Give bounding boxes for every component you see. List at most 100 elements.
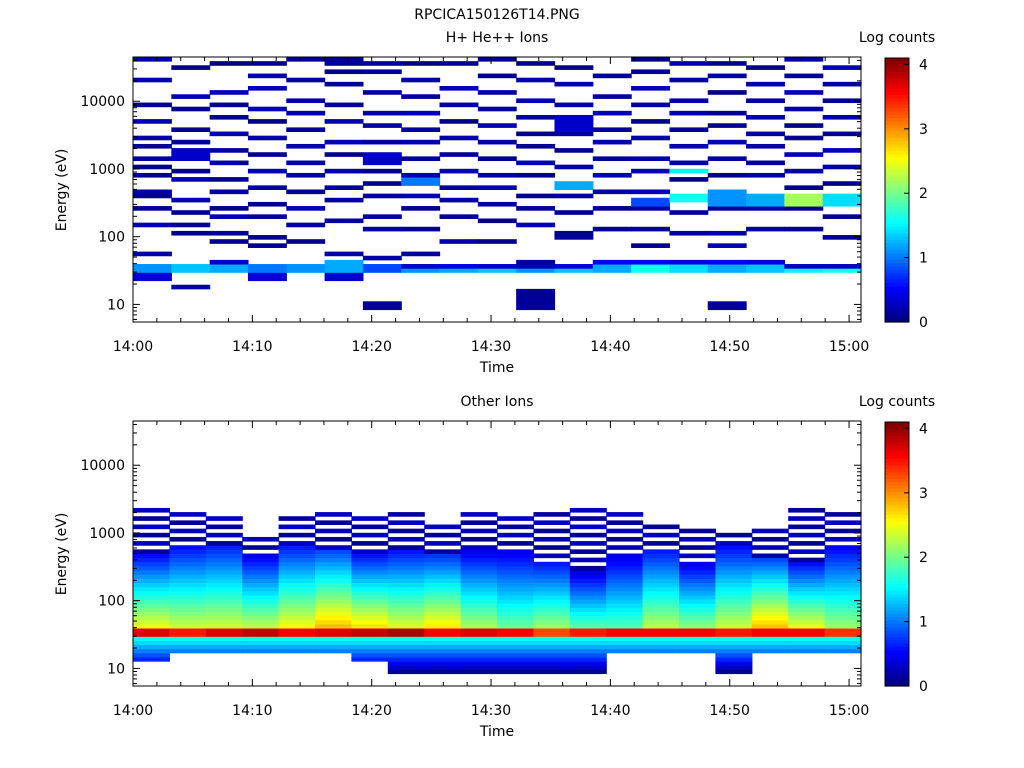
heatmap-cell: [242, 594, 280, 600]
heatmap-cell: [516, 293, 556, 298]
heatmap-cell: [746, 226, 785, 232]
heatmap-cell: [746, 259, 785, 265]
heatmap-cell: [497, 553, 534, 559]
colorbar-segment: [885, 305, 909, 310]
heatmap-cell: [533, 582, 571, 588]
heatmap-cell: [592, 206, 632, 211]
heatmap-cell: [707, 201, 747, 207]
heatmap-cell: [362, 123, 402, 128]
heatmap-cell: [669, 127, 709, 133]
heatmap-cell: [401, 139, 441, 145]
heatmap-cell: [401, 268, 441, 273]
heatmap-cell: [387, 657, 425, 662]
heatmap-cell: [205, 648, 243, 654]
x-tick-label: 14:40: [590, 339, 630, 355]
heatmap-cell: [477, 90, 517, 95]
heatmap-cell: [169, 578, 207, 583]
heatmap-cell: [460, 648, 498, 654]
heatmap-cell: [824, 644, 862, 650]
heatmap-cell: [387, 578, 425, 583]
heatmap-cell: [554, 164, 594, 170]
heatmap-cell: [247, 235, 287, 240]
heatmap-cell: [205, 578, 243, 583]
heatmap-cell: [387, 632, 425, 637]
heatmap-cell: [715, 549, 753, 554]
heatmap-cell: [401, 251, 441, 257]
colorbar-segment: [885, 256, 909, 260]
heatmap-cell: [669, 110, 709, 116]
heatmap-cell: [679, 603, 716, 608]
heatmap-cell: [205, 599, 243, 604]
colorbar-tick-label: 4: [919, 57, 928, 73]
heatmap-cell: [631, 119, 671, 124]
heatmap-cell: [784, 168, 824, 174]
heatmap-cell: [784, 90, 824, 95]
heatmap-cell: [424, 665, 462, 670]
heatmap-cell: [533, 628, 571, 633]
colorbar-segment: [885, 130, 909, 135]
colorbar-segment: [885, 163, 909, 168]
colorbar-tick-label: 2: [919, 550, 928, 566]
colorbar-segment: [885, 279, 909, 283]
heatmap-cell: [707, 73, 747, 79]
heatmap-cell: [424, 578, 462, 583]
heatmap-cell: [387, 586, 425, 592]
heatmap-cell: [401, 94, 441, 99]
heatmap-cell: [133, 264, 172, 269]
heatmap-cell: [497, 561, 534, 567]
heatmap-cell: [171, 139, 211, 145]
heatmap-cell: [669, 230, 709, 236]
heatmap-cell: [533, 652, 571, 658]
heatmap-cell: [707, 305, 747, 311]
heatmap-cell: [824, 574, 862, 579]
heatmap-cell: [133, 582, 170, 588]
heatmap-cell: [569, 615, 607, 621]
colorbar-tick-label: 3: [919, 122, 928, 138]
heatmap-cell: [362, 193, 402, 199]
heatmap-cell: [477, 264, 517, 269]
heatmap-cell: [715, 615, 753, 621]
heatmap-cell: [315, 615, 352, 621]
y-axis-label: Energy (eV): [54, 513, 70, 596]
heatmap-cell: [569, 582, 607, 588]
heatmap-cell: [278, 524, 316, 530]
heatmap-cell: [324, 57, 364, 62]
heatmap-cell: [424, 640, 462, 646]
heatmap-cell: [477, 239, 517, 244]
heatmap-cell: [516, 305, 556, 311]
colorbar-segment: [885, 58, 909, 62]
heatmap-cell: [497, 532, 534, 538]
heatmap-cell: [824, 578, 862, 583]
heatmap-cell: [569, 549, 607, 554]
heatmap-cell: [533, 536, 571, 542]
y-tick-label: 100: [98, 594, 125, 610]
colorbar-segment: [885, 252, 909, 257]
heatmap-cell: [533, 512, 571, 517]
heatmap-cell: [606, 528, 644, 534]
heatmap-cell: [460, 582, 498, 588]
heatmap-cell: [477, 218, 517, 224]
heatmap-cell: [516, 114, 556, 120]
colorbar-segment: [885, 580, 909, 585]
heatmap-cell: [387, 574, 425, 579]
heatmap-cell: [387, 512, 425, 517]
heatmap-cell: [460, 661, 498, 666]
heatmap-cell: [477, 139, 517, 145]
heatmap-cell: [679, 632, 716, 637]
colorbar-segment: [885, 676, 909, 680]
heatmap-cell: [497, 640, 534, 646]
heatmap-cell: [751, 628, 789, 633]
heatmap-cell: [592, 189, 632, 195]
y-tick-label: 10: [107, 661, 125, 677]
heatmap-cell: [679, 648, 716, 654]
heatmap-cell: [822, 114, 862, 120]
heatmap-cell: [242, 545, 280, 550]
colorbar-segment: [885, 494, 909, 499]
heatmap-cell: [642, 648, 680, 654]
heatmap-cell: [209, 189, 249, 195]
heatmap-cell: [822, 201, 862, 207]
heatmap-cell: [606, 648, 644, 654]
heatmap-cell: [351, 607, 389, 612]
heatmap-cell: [822, 193, 862, 199]
